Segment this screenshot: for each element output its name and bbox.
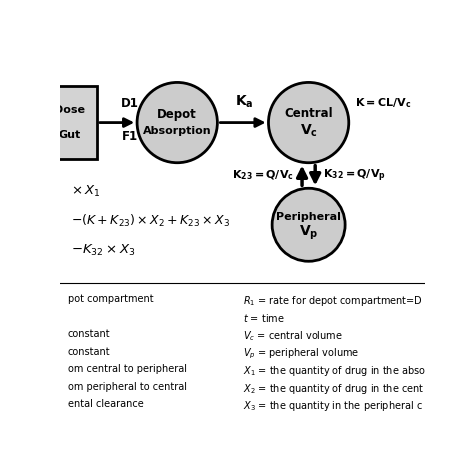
Text: constant: constant [68, 346, 110, 356]
Text: $V_c$ = central volume: $V_c$ = central volume [243, 329, 343, 343]
Text: F1: F1 [122, 130, 138, 143]
Text: $X_1$ = the quantity of drug in the abso: $X_1$ = the quantity of drug in the abso [243, 364, 426, 378]
Text: Depot: Depot [157, 108, 197, 121]
Text: $V_p$ = peripheral volume: $V_p$ = peripheral volume [243, 346, 359, 361]
Text: $\mathbf{K_{32}=Q/V_p}$: $\mathbf{K_{32}=Q/V_p}$ [323, 167, 386, 184]
Text: $\mathbf{K_a}$: $\mathbf{K_a}$ [236, 93, 254, 110]
Text: Peripheral: Peripheral [276, 212, 341, 222]
Text: $\mathbf{V_p}$: $\mathbf{V_p}$ [299, 224, 319, 242]
Text: $\mathbf{V_c}$: $\mathbf{V_c}$ [300, 122, 318, 139]
Text: $X_2$ = the quantity of drug in the cent: $X_2$ = the quantity of drug in the cent [243, 382, 424, 396]
Bar [42, 86, 97, 159]
Text: $-(K + K_{23}) \times X_2 + K_{23} \times X_3$: $-(K + K_{23}) \times X_2 + K_{23} \time… [72, 213, 230, 229]
Text: ental clearance: ental clearance [68, 399, 144, 409]
Text: om peripheral to central: om peripheral to central [68, 382, 187, 392]
Circle shape [268, 82, 349, 163]
Text: $\mathbf{K_{23}=Q/V_c}$: $\mathbf{K_{23}=Q/V_c}$ [232, 169, 294, 182]
Text: Central: Central [284, 107, 333, 120]
Text: Absorption: Absorption [143, 126, 211, 136]
Circle shape [272, 188, 345, 261]
Text: $t$ = time: $t$ = time [243, 311, 285, 324]
Circle shape [137, 82, 218, 163]
Text: constant: constant [68, 329, 110, 339]
Text: $X_3$ = the quantity in the peripheral c: $X_3$ = the quantity in the peripheral c [243, 399, 423, 413]
Text: D1: D1 [121, 97, 139, 110]
Text: $\times\, X_1$: $\times\, X_1$ [72, 184, 100, 200]
Text: Gut: Gut [58, 130, 81, 140]
Text: $R_1$ = rate for depot compartment=D: $R_1$ = rate for depot compartment=D [243, 294, 423, 308]
Text: Dose: Dose [54, 105, 85, 115]
Text: $- K_{32} \times X_3$: $- K_{32} \times X_3$ [72, 243, 136, 258]
Text: pot compartment: pot compartment [68, 294, 154, 304]
Text: om central to peripheral: om central to peripheral [68, 364, 187, 374]
Text: $\mathbf{K=CL/V_c}$: $\mathbf{K=CL/V_c}$ [355, 96, 411, 110]
